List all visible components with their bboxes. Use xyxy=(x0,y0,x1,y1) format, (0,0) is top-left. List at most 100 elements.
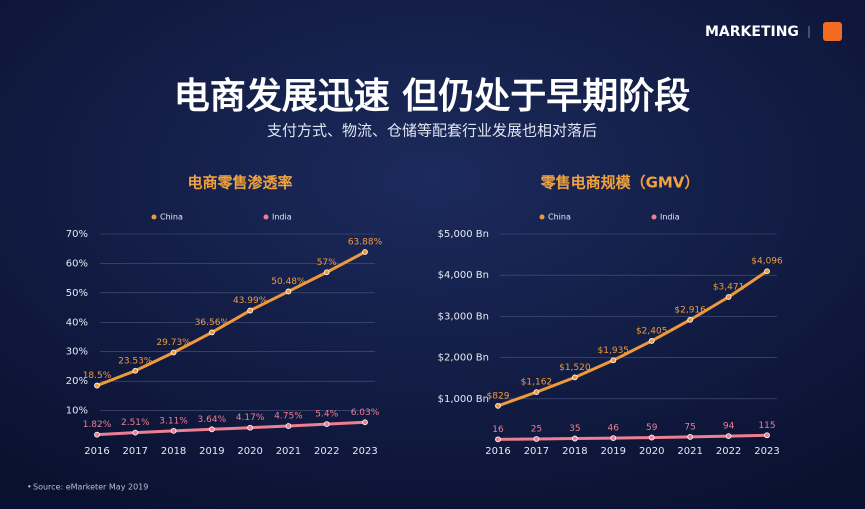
data-label: 16 xyxy=(492,425,504,435)
data-label: $829 xyxy=(487,391,510,401)
legend-marker xyxy=(651,214,657,220)
data-label: 25 xyxy=(531,424,542,434)
legend-marker xyxy=(151,214,157,220)
mi-logo xyxy=(823,22,842,41)
point xyxy=(648,434,655,441)
y-tick-label: 60% xyxy=(66,258,88,269)
data-label: 5.4% xyxy=(315,410,338,420)
data-label: $3,471 xyxy=(713,282,745,292)
data-label: 4.17% xyxy=(236,413,265,423)
line xyxy=(96,420,366,437)
point xyxy=(208,329,215,336)
point xyxy=(571,435,578,442)
data-label: $2,405 xyxy=(636,326,668,336)
x-tick-label: 2019 xyxy=(601,446,626,457)
point xyxy=(362,249,368,255)
data-label: 18.5% xyxy=(83,371,112,381)
y-tick-label: 50% xyxy=(66,288,88,299)
data-label: 6.03% xyxy=(351,408,380,418)
x-tick-label: 2020 xyxy=(639,446,664,457)
data-label: 94 xyxy=(723,422,735,432)
data-label: 63.88% xyxy=(348,238,383,248)
point xyxy=(610,357,617,364)
data-label: $1,520 xyxy=(559,363,591,373)
chart-title: 电商零售渗透率 xyxy=(187,174,292,192)
data-label: 36.56% xyxy=(195,318,230,328)
x-tick-label: 2017 xyxy=(123,446,148,457)
x-tick-label: 2017 xyxy=(524,446,549,457)
point xyxy=(323,269,330,276)
point xyxy=(94,431,100,438)
data-label: 50.48% xyxy=(271,277,306,287)
point xyxy=(764,432,770,439)
x-tick-label: 2016 xyxy=(485,446,510,457)
data-label: $4,096 xyxy=(751,257,783,267)
source: Source: eMarketer May 2019 xyxy=(33,483,148,492)
point xyxy=(170,349,177,356)
y-tick-label: $4,000 Bn xyxy=(438,270,489,281)
x-tick-label: 2019 xyxy=(199,446,224,457)
point xyxy=(285,423,292,429)
point xyxy=(132,429,139,436)
point xyxy=(687,316,694,323)
data-label: 75 xyxy=(684,422,695,432)
data-label: 115 xyxy=(758,421,775,431)
chart-title: 零售电商规模（GMV） xyxy=(540,174,700,192)
y-tick-label: 40% xyxy=(66,317,88,328)
point xyxy=(495,402,501,409)
data-label: $2,916 xyxy=(674,305,706,315)
y-tick-label: 10% xyxy=(66,406,88,417)
point xyxy=(247,307,254,314)
y-tick-label: $5,000 Bn xyxy=(438,229,489,240)
point xyxy=(533,436,540,442)
x-tick-label: 2022 xyxy=(716,446,741,457)
data-label: 3.64% xyxy=(198,415,227,425)
point xyxy=(764,268,770,275)
data-label: $1,162 xyxy=(521,378,553,388)
data-label: 43.99% xyxy=(233,296,268,306)
y-tick-label: 30% xyxy=(66,347,88,358)
point xyxy=(725,433,732,440)
y-tick-label: $2,000 Bn xyxy=(438,353,489,364)
x-tick-label: 2021 xyxy=(677,446,702,457)
x-tick-label: 2023 xyxy=(754,446,779,457)
legend-label: India xyxy=(272,213,292,222)
data-label: 35 xyxy=(569,424,580,434)
point xyxy=(94,382,100,389)
x-tick-label: 2021 xyxy=(276,446,301,457)
point xyxy=(285,288,292,295)
legend-label: China xyxy=(160,213,183,222)
point xyxy=(362,419,368,426)
data-label: 57% xyxy=(317,258,337,268)
data-label: 23.53% xyxy=(118,356,153,366)
point xyxy=(208,426,215,433)
point xyxy=(648,338,655,344)
point xyxy=(132,367,139,374)
data-label: 3.11% xyxy=(159,416,188,426)
data-label: $1,935 xyxy=(598,346,630,356)
legend-label: India xyxy=(660,213,680,222)
point xyxy=(247,424,254,431)
legend-marker xyxy=(263,214,269,220)
data-label: 4.75% xyxy=(274,412,303,422)
y-tick-label: 70% xyxy=(66,229,88,240)
x-tick-label: 2018 xyxy=(161,446,186,457)
y-tick-label: $1,000 Bn xyxy=(438,394,489,405)
title: 电商发展迅速 但仍处于早期阶段 xyxy=(174,76,691,117)
line xyxy=(497,269,768,408)
x-tick-label: 2022 xyxy=(314,446,339,457)
point xyxy=(170,427,177,434)
x-tick-label: 2023 xyxy=(352,446,377,457)
data-label: 1.82% xyxy=(83,420,112,430)
x-tick-label: 2018 xyxy=(562,446,587,457)
point xyxy=(687,434,694,440)
y-tick-label: $3,000 Bn xyxy=(438,311,489,322)
point xyxy=(571,374,578,381)
legend-label: China xyxy=(548,213,571,222)
data-label: 46 xyxy=(608,424,620,434)
point xyxy=(725,294,732,300)
line xyxy=(96,250,366,387)
bullet: • xyxy=(27,483,32,492)
